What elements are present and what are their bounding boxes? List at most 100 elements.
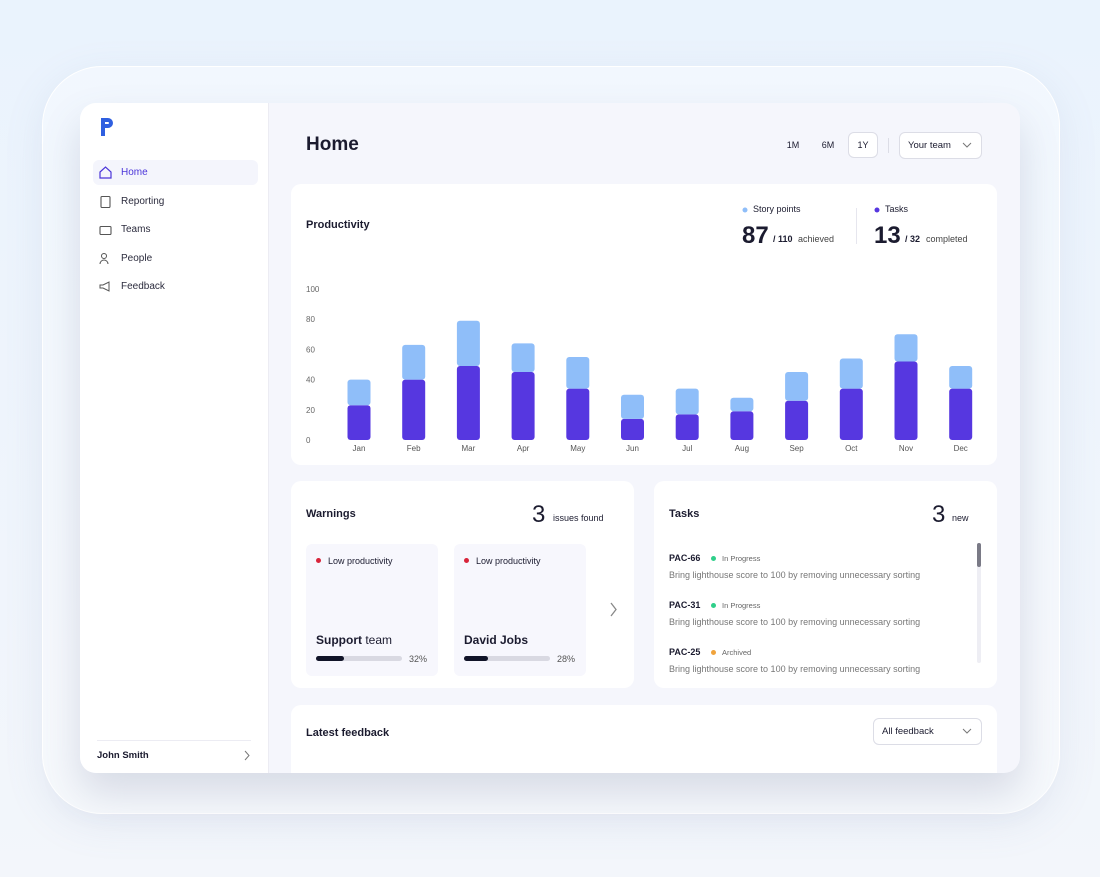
x-tick-label: Nov <box>899 444 913 453</box>
y-tick-label: 60 <box>306 345 315 354</box>
bar-segment <box>949 388 973 440</box>
nav-reporting[interactable]: Reporting <box>93 189 258 214</box>
progress-fill <box>464 656 489 661</box>
x-tick-label: Aug <box>735 444 749 453</box>
nav-label: Home <box>121 167 148 178</box>
stat-value: 87 <box>742 222 769 249</box>
bar-segment <box>839 358 863 389</box>
x-tick-label: Jun <box>626 444 639 453</box>
bar-segment <box>456 320 480 367</box>
bar-segment <box>730 411 754 440</box>
card-title: Productivity <box>306 219 370 231</box>
name-suffix: team <box>365 633 393 647</box>
count: 3 <box>932 501 946 528</box>
task-text: Bring lighthouse score to 100 by removin… <box>669 617 921 627</box>
bar-segment <box>839 388 863 440</box>
bar-segment <box>949 366 973 389</box>
task-text: Bring lighthouse score to 100 by removin… <box>669 570 921 580</box>
scroll-track <box>977 543 981 663</box>
legend-label: Story points <box>753 204 801 214</box>
progress-track <box>316 656 402 661</box>
status-dot <box>711 603 716 608</box>
x-tick-label: Sep <box>789 444 804 453</box>
bar-segment <box>730 397 754 412</box>
x-tick-label: Jul <box>682 444 692 453</box>
bar-segment <box>402 344 426 380</box>
count-label: new <box>952 513 969 523</box>
nav-home[interactable]: Home <box>93 160 258 185</box>
feedback-card: Latest feedback All feedback <box>291 705 997 773</box>
bar-segment <box>675 414 699 440</box>
icon <box>99 253 109 265</box>
range-button[interactable]: 1M <box>786 140 800 150</box>
progress-track <box>464 656 550 661</box>
chevron <box>962 142 972 148</box>
warning-tag: Low productivity <box>476 556 541 566</box>
bar-segment <box>894 361 918 440</box>
progress-fill <box>316 656 344 661</box>
nav-label: People <box>121 253 153 264</box>
team-dropdown[interactable]: Your team <box>899 132 982 159</box>
progress-label: 28% <box>557 654 576 664</box>
nav-label: Teams <box>121 224 151 235</box>
bar-segment <box>785 372 809 401</box>
feedback-dropdown[interactable]: All feedback <box>873 718 982 745</box>
nav-teams[interactable]: Teams <box>93 217 258 242</box>
icon <box>99 225 112 236</box>
nav-people[interactable]: People <box>93 246 258 271</box>
chevron <box>962 728 972 734</box>
task-id: PAC-66 <box>669 553 701 563</box>
user[interactable]: John Smith <box>97 750 251 761</box>
y-tick-label: 80 <box>306 315 315 324</box>
status-dot <box>711 650 716 655</box>
status-dot <box>464 558 469 563</box>
bar-segment <box>785 400 809 440</box>
app-window: Home Reporting Teams People Feedback Joh… <box>80 103 1020 773</box>
bar-segment <box>566 388 590 440</box>
name: David Jobs <box>464 633 529 647</box>
x-tick-label: Jan <box>353 444 366 453</box>
bar-segment <box>675 388 699 415</box>
task-id: PAC-25 <box>669 647 701 657</box>
divider <box>888 138 889 153</box>
divider <box>856 208 857 244</box>
x-tick-label: May <box>570 444 585 453</box>
bar-segment <box>621 418 644 440</box>
bar-segment <box>511 343 535 373</box>
task-status: Archived <box>722 648 752 657</box>
warning-tag: Low productivity <box>328 556 393 566</box>
range-button[interactable]: 6M <box>821 140 835 150</box>
card-title: Tasks <box>669 508 700 520</box>
bar-segment <box>456 366 480 440</box>
bar-segment <box>347 405 371 440</box>
nav-label: Reporting <box>121 196 165 207</box>
bar-segment <box>511 372 535 440</box>
stat-total: / 32 <box>905 234 921 244</box>
nav-label: Feedback <box>121 281 165 292</box>
task-id: PAC-31 <box>669 600 701 610</box>
chart: 0 20 40 60 80 100 Jan Feb Mar Apr May Jun Jul Aug Sep O… <box>306 285 973 453</box>
bar-segment <box>894 334 918 362</box>
nav-feedback[interactable]: Feedback <box>93 274 258 299</box>
warning-name: Support team <box>316 633 392 647</box>
card-title: Warnings <box>306 508 356 520</box>
productivity-card: Productivity Story points 87 / 110 achie… <box>291 184 997 465</box>
icon <box>100 195 111 208</box>
warning-name: David Jobs <box>464 633 528 647</box>
next-arrow[interactable] <box>609 602 618 617</box>
scroll-thumb[interactable] <box>977 543 981 567</box>
tasks-card: Tasks 3 new PAC-66 In Progress Bring light… <box>654 481 997 688</box>
progress-label: 32% <box>409 654 428 664</box>
stat-value: 13 <box>874 222 901 249</box>
icon <box>99 281 110 292</box>
x-tick-label: Mar <box>462 444 476 453</box>
range-button[interactable]: 1Y <box>848 132 878 158</box>
dropdown-label: Your team <box>908 140 951 151</box>
name: Support <box>316 633 362 647</box>
user-name: John Smith <box>97 750 149 761</box>
x-tick-label: Feb <box>407 444 421 453</box>
y-tick-label: 40 <box>306 376 315 385</box>
count: 3 <box>532 501 546 528</box>
warning-card: Low productivity David Jobs 28% <box>454 544 586 676</box>
